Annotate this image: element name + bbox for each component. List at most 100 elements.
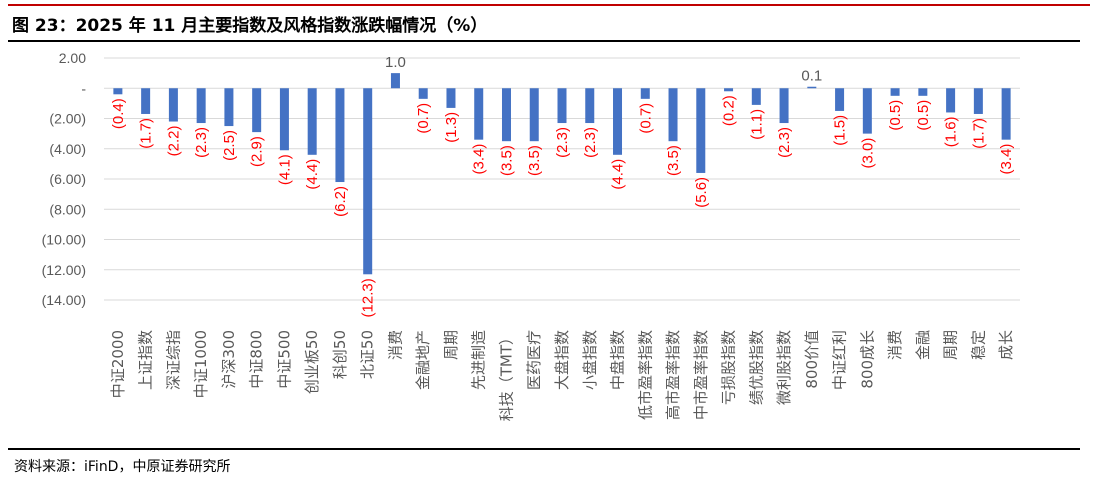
bar — [696, 88, 706, 173]
category-label: 创业板50 — [303, 330, 321, 394]
y-tick-label: (14.00) — [42, 292, 86, 308]
bar — [890, 88, 900, 96]
category-label: 800成长 — [858, 330, 876, 389]
bar — [557, 88, 567, 124]
data-label: (3.5) — [498, 145, 515, 176]
bar — [918, 88, 928, 96]
category-label: 北证50 — [359, 330, 377, 379]
data-label: (3.4) — [471, 144, 488, 175]
bar — [1001, 88, 1011, 140]
category-label: 沪深300 — [220, 330, 238, 389]
bar — [835, 88, 845, 111]
bar — [113, 88, 123, 95]
y-tick-label: (6.00) — [49, 171, 86, 187]
bar — [363, 88, 373, 275]
data-label: (2.2) — [165, 126, 182, 157]
data-label: (4.4) — [304, 159, 321, 190]
y-tick-label: (10.00) — [42, 232, 86, 248]
data-label: (3.5) — [526, 145, 543, 176]
data-label: (3.0) — [859, 138, 876, 169]
title-rule — [8, 4, 1090, 6]
source-divider — [8, 448, 1080, 450]
bar — [501, 88, 511, 142]
y-tick-label: (12.00) — [42, 262, 86, 278]
category-label: 低市盈率指数 — [636, 330, 654, 420]
data-label: (1.5) — [832, 115, 849, 146]
bar — [973, 88, 983, 114]
data-label: (3.5) — [665, 145, 682, 176]
bar — [279, 88, 289, 151]
data-label: (4.4) — [610, 159, 627, 190]
category-label: 中证红利 — [831, 330, 849, 390]
category-label: 800价值 — [803, 330, 821, 389]
y-tick-label: (8.00) — [49, 201, 86, 217]
category-label: 中市盈率指数 — [692, 330, 710, 420]
category-label: 高市盈率指数 — [664, 330, 682, 420]
source-note: 资料来源：iFinD，中原证券研究所 — [14, 459, 231, 475]
category-label: 中证500 — [275, 330, 293, 389]
bar — [862, 88, 872, 134]
y-tick-label: (4.00) — [49, 141, 86, 157]
category-label: 大盘指数 — [553, 330, 571, 390]
data-label: (6.2) — [332, 186, 349, 217]
bar — [946, 88, 956, 113]
y-tick-label: - — [81, 80, 86, 96]
bar — [335, 88, 345, 183]
bar — [252, 88, 262, 133]
category-label: 科创50 — [331, 330, 349, 379]
data-label: 1.0 — [385, 54, 406, 71]
data-label: (0.7) — [637, 103, 654, 134]
bar — [640, 88, 650, 99]
category-label: 科技（TMT） — [497, 330, 515, 421]
category-label: 绩优股指数 — [747, 330, 765, 405]
data-label: (2.3) — [582, 127, 599, 158]
bar — [751, 88, 761, 105]
data-label: (5.6) — [693, 177, 710, 208]
bar — [529, 88, 539, 142]
category-label: 中盘指数 — [609, 330, 627, 390]
category-label: 稳定 — [969, 330, 987, 360]
y-tick-label: 2.00 — [59, 50, 86, 66]
data-label: (1.3) — [443, 112, 460, 143]
category-label: 先进制造 — [470, 330, 488, 390]
data-label: (0.4) — [110, 98, 127, 129]
data-label: (0.5) — [887, 100, 904, 131]
bar — [668, 88, 678, 142]
bar — [168, 88, 178, 122]
data-label: (2.3) — [776, 127, 793, 158]
bar — [474, 88, 484, 140]
category-label: 微利股指数 — [775, 330, 793, 405]
bar — [724, 88, 734, 92]
data-label: (1.1) — [748, 109, 765, 140]
data-label: (12.3) — [360, 278, 377, 317]
category-label: 周期 — [442, 330, 460, 360]
category-label: 医药医疗 — [525, 330, 543, 390]
data-label: (1.6) — [943, 116, 960, 147]
bar — [196, 88, 206, 124]
data-label: (0.7) — [415, 103, 432, 134]
data-label: (1.7) — [970, 118, 987, 149]
category-label: 成长 — [997, 330, 1015, 360]
data-label: (2.3) — [554, 127, 571, 158]
category-label: 中证2000 — [109, 330, 127, 398]
data-label: (0.5) — [915, 100, 932, 131]
category-label: 周期 — [942, 330, 960, 360]
category-label: 小盘指数 — [581, 330, 599, 390]
bar — [390, 73, 400, 89]
data-label: (2.5) — [221, 130, 238, 161]
data-label: 0.1 — [801, 68, 822, 85]
category-label: 金融地产 — [414, 330, 432, 390]
category-label: 深证综指 — [164, 330, 182, 390]
bar — [307, 88, 317, 155]
bar — [807, 86, 817, 89]
bar — [224, 88, 234, 127]
data-label: (4.1) — [276, 154, 293, 185]
category-label: 中证800 — [248, 330, 266, 389]
title-divider — [8, 40, 1080, 42]
data-label: (0.2) — [721, 95, 738, 126]
bar — [585, 88, 595, 124]
category-label: 亏损股指数 — [720, 330, 738, 405]
category-label: 中证1000 — [192, 330, 210, 398]
